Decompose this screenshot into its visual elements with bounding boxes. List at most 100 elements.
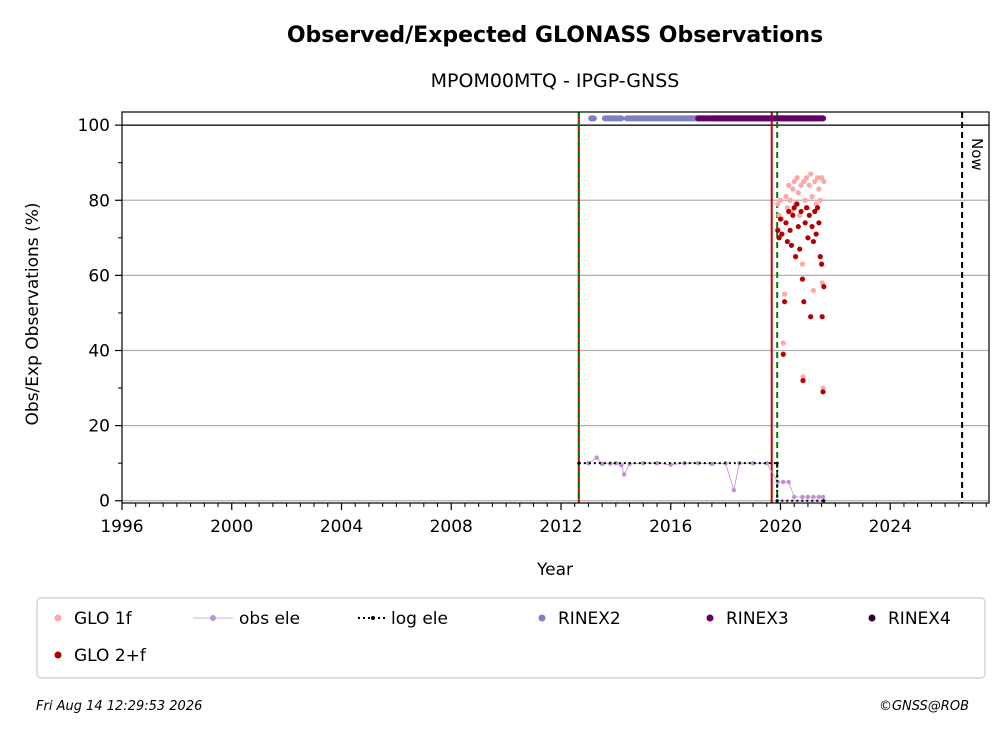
vertical-markers: Now	[577, 112, 986, 503]
data-point	[795, 190, 801, 196]
data-point	[784, 238, 790, 245]
x-tick-label: 2024	[869, 517, 912, 537]
data-point	[792, 254, 799, 260]
y-tick-label: 100	[78, 116, 110, 136]
data-point	[790, 212, 796, 218]
legend-item-rinex2: RINEX2	[538, 609, 621, 629]
data-point	[788, 242, 795, 248]
legend-item-glo-1f: GLO 1f	[54, 609, 133, 629]
data-point	[816, 220, 822, 226]
data-point	[798, 182, 804, 188]
footer-timestamp: Fri Aug 14 12:29:53 2026	[36, 699, 202, 714]
data-point	[817, 197, 823, 203]
data-point	[800, 377, 806, 384]
y-tick-label: 20	[88, 417, 110, 437]
chart-subtitle: MPOM00MTQ - IPGP-GNSS	[431, 70, 680, 92]
data-point	[798, 208, 804, 215]
data-point	[794, 175, 800, 181]
series-line	[588, 457, 824, 498]
data-point	[786, 479, 791, 485]
legend-item-log-ele: log ele	[358, 609, 448, 629]
data-point	[750, 460, 756, 466]
data-point	[775, 461, 779, 465]
now-label: Now	[968, 138, 986, 171]
data-point	[816, 186, 822, 192]
data-point	[783, 220, 789, 226]
chart-title: Observed/Expected GLONASS Observations	[287, 23, 823, 48]
plot-frame	[121, 111, 990, 504]
x-tick-label: 2008	[430, 517, 473, 537]
data-point	[695, 460, 701, 466]
data-point	[803, 205, 810, 211]
data-point	[811, 494, 816, 500]
data-point	[821, 178, 827, 185]
data-point	[790, 186, 796, 192]
data-point	[787, 227, 793, 233]
data-point	[791, 494, 797, 500]
x-tick-label: 2004	[320, 517, 363, 537]
data-point	[805, 235, 811, 241]
data-point	[819, 175, 825, 181]
legend-label: RINEX3	[726, 609, 789, 629]
data-point	[775, 227, 781, 233]
data-point	[802, 220, 808, 226]
legend-item-rinex4: RINEX4	[868, 609, 951, 629]
legend-label: obs ele	[239, 609, 300, 629]
data-point	[806, 212, 812, 218]
data-point	[801, 299, 807, 305]
legend-swatch-dot	[371, 616, 375, 620]
data-point	[599, 461, 605, 467]
series-log-ele	[577, 461, 826, 503]
data-point	[786, 208, 792, 215]
data-point	[814, 175, 821, 181]
x-tick-label: 2000	[210, 517, 253, 537]
data-point	[779, 231, 785, 237]
data-point	[791, 205, 797, 211]
y-tick-label: 0	[99, 492, 110, 512]
data-point	[810, 238, 817, 245]
data-point	[820, 494, 826, 500]
x-tick-label: 1996	[100, 517, 143, 537]
data-point	[809, 193, 815, 200]
x-tick-label: 2012	[539, 517, 582, 537]
data-point	[797, 246, 803, 252]
data-point	[791, 178, 797, 185]
data-point	[812, 178, 818, 185]
legend-label: GLO 2+f	[74, 646, 147, 666]
data-point	[802, 197, 808, 203]
data-point	[621, 472, 627, 477]
legend-swatch-dot	[210, 615, 216, 621]
data-point	[586, 460, 591, 466]
legend-item-rinex3: RINEX3	[706, 609, 789, 629]
legend: GLO 1f obs ele log ele RINEX2 RINEX3 RINEX4 GL…	[36, 597, 986, 679]
data-point	[780, 340, 786, 346]
data-point	[775, 499, 779, 503]
data-point	[819, 261, 825, 267]
data-point	[801, 178, 807, 185]
x-axis-label: Year	[536, 560, 573, 580]
y-tick-label: 40	[88, 342, 110, 362]
data-point	[817, 254, 823, 260]
data-point	[812, 208, 818, 215]
data-point	[776, 235, 782, 241]
data-point	[594, 455, 599, 460]
data-point	[820, 385, 826, 391]
data-point	[795, 223, 801, 230]
axis-ticks: 1996 2000 2004 2008 2012 2016 2020 2024 0 20 40 60 8…	[78, 116, 987, 537]
data-point	[821, 284, 827, 290]
data-point	[781, 479, 786, 485]
data-point	[819, 314, 825, 320]
legend-label: GLO 1f	[74, 609, 133, 629]
data-point	[787, 197, 793, 203]
data-point	[641, 460, 646, 466]
data-point	[777, 216, 784, 222]
data-point	[613, 460, 619, 466]
data-point	[780, 351, 786, 357]
grid-lines	[122, 124, 989, 502]
data-point	[764, 460, 769, 466]
data-point	[814, 205, 821, 211]
data-point	[731, 488, 737, 493]
data-point	[820, 389, 826, 395]
data-point	[805, 494, 811, 500]
